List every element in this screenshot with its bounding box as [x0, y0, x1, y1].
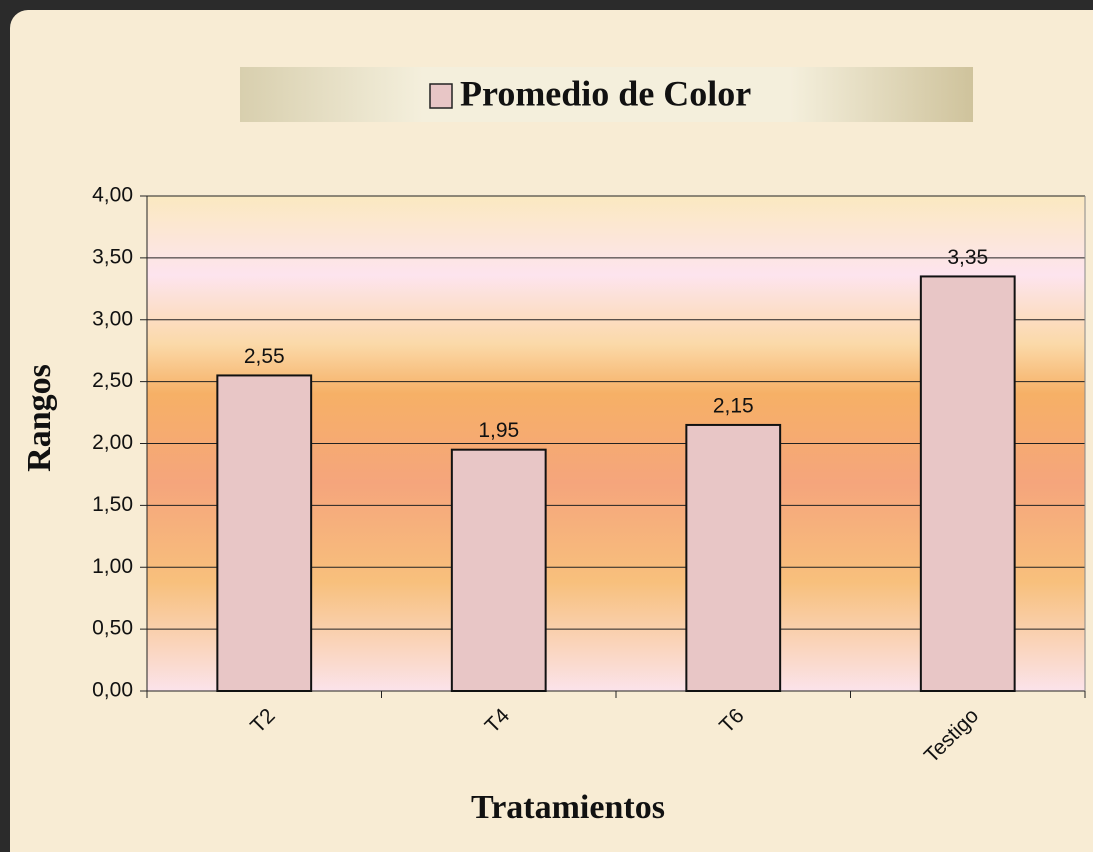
legend-label: Promedio de Color	[460, 73, 751, 113]
x-axis-label: Tratamientos	[471, 789, 665, 826]
y-tick-label: 0,50	[92, 617, 133, 640]
value-label: 3,35	[947, 246, 988, 269]
bar	[450, 448, 547, 692]
y-tick-label: 1,00	[92, 555, 133, 578]
y-axis-label: Rangos	[21, 364, 58, 472]
y-tick-label: 0,00	[92, 679, 133, 702]
value-label: 2,15	[713, 394, 754, 417]
bar	[685, 423, 782, 692]
y-tick-label: 2,50	[92, 369, 133, 392]
y-tick-label: 3,00	[92, 307, 133, 330]
bar	[919, 275, 1016, 692]
y-tick-label: 2,00	[92, 431, 133, 454]
y-tick-label: 1,50	[92, 493, 133, 516]
legend	[240, 67, 973, 122]
legend-swatch	[429, 83, 453, 109]
value-label: 2,55	[244, 345, 285, 368]
y-tick-label: 3,50	[92, 245, 133, 268]
y-tick-label: 4,00	[92, 184, 133, 207]
bar	[216, 374, 313, 692]
value-label: 1,95	[478, 419, 519, 442]
